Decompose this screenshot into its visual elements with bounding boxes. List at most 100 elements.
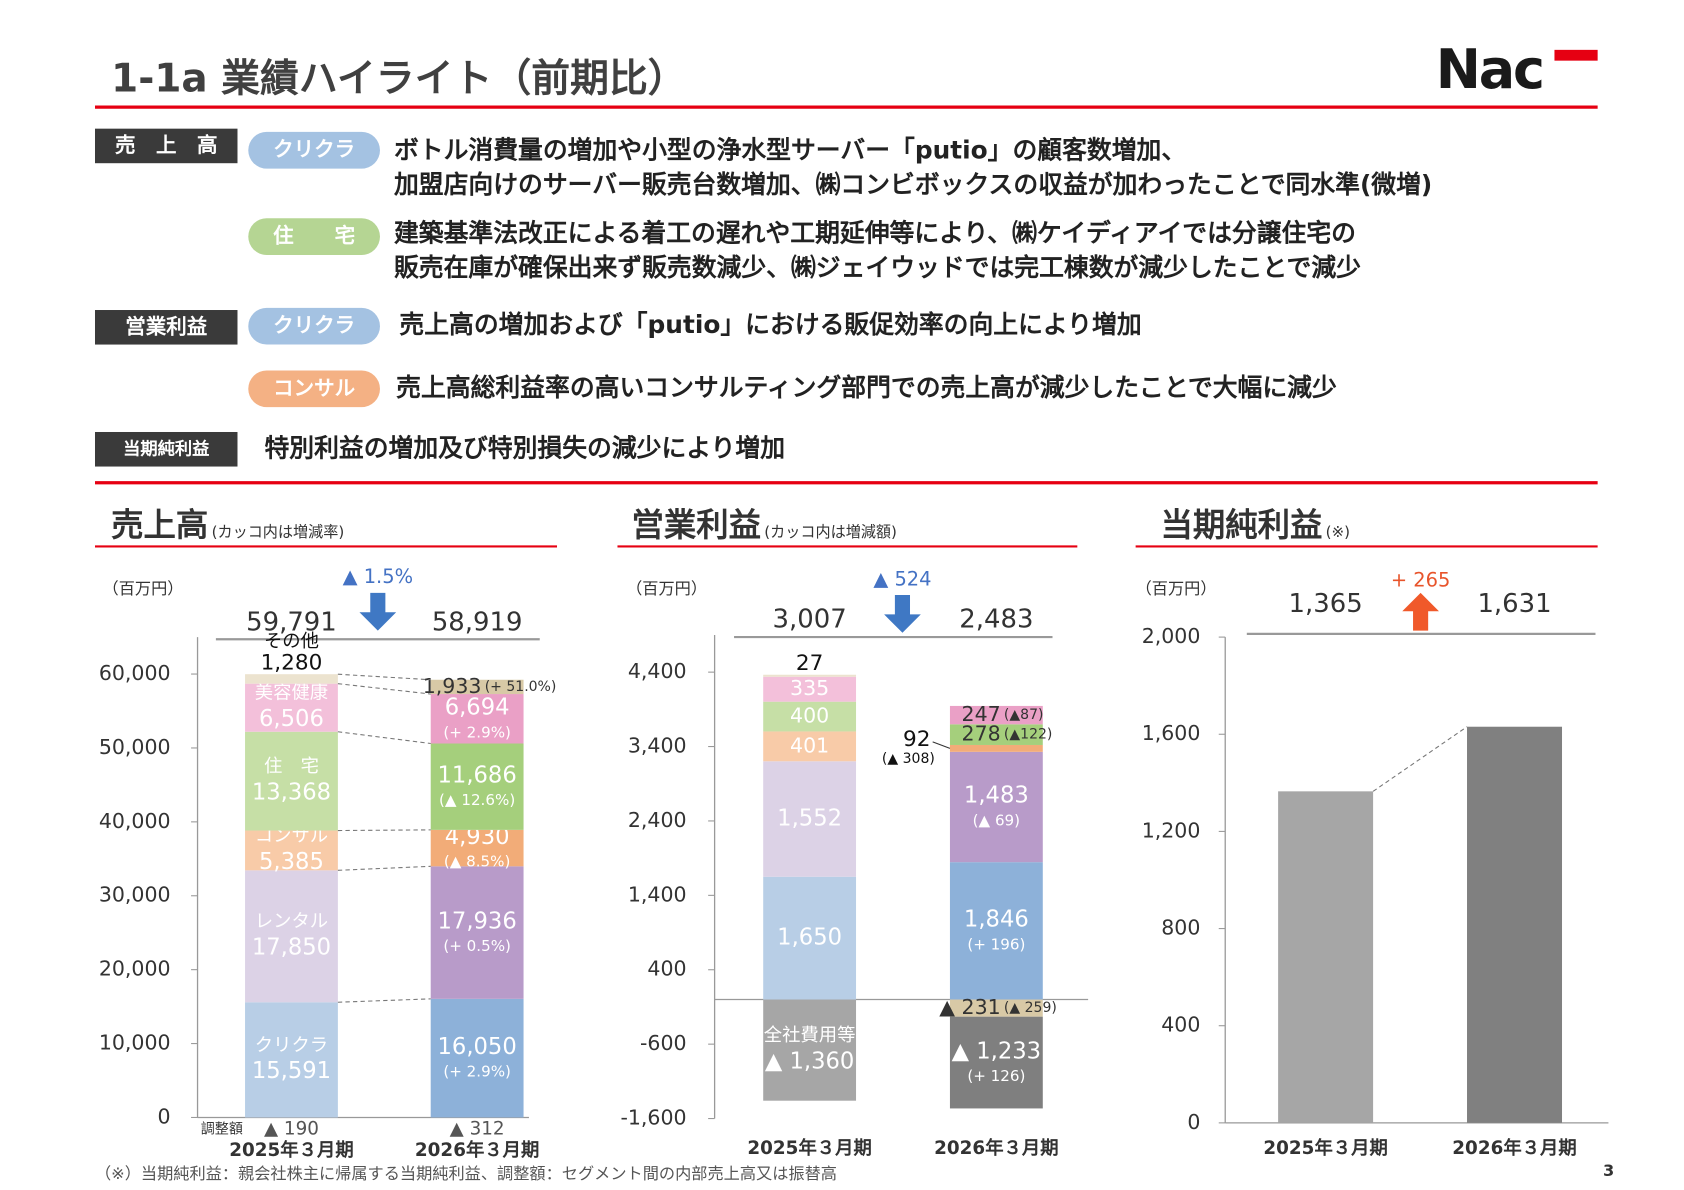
x-tick-label: 2026年３月期 bbox=[934, 1137, 1058, 1159]
bar-segment bbox=[245, 731, 338, 831]
value-label: 1,846 bbox=[964, 907, 1029, 933]
adjustment-name: 調整額 bbox=[201, 1121, 243, 1137]
y-tick-label: -1,600 bbox=[620, 1106, 686, 1130]
value-label: 17,936 bbox=[437, 908, 516, 934]
change-label: (▲ 8.5%) bbox=[444, 853, 511, 871]
connector bbox=[337, 829, 431, 832]
y-tick-label: 60,000 bbox=[99, 661, 171, 685]
value-label: 401 bbox=[790, 733, 829, 757]
change-label: (▲ 69) bbox=[973, 812, 1020, 830]
page-number: 3 bbox=[1603, 1161, 1614, 1180]
series-name: クリクラ bbox=[255, 1035, 328, 1056]
y-tick-label: 800 bbox=[1161, 916, 1200, 940]
y-tick-label: 10,000 bbox=[99, 1031, 171, 1055]
change-label: (▲ 308) bbox=[882, 751, 935, 767]
y-tick-label: -600 bbox=[640, 1031, 687, 1055]
value-label: 400 bbox=[790, 704, 829, 728]
chart-subtitle: (※) bbox=[1326, 523, 1350, 541]
value-label: 247 bbox=[962, 702, 1001, 726]
bar-segment bbox=[949, 862, 1043, 1000]
change-label: (▲87) bbox=[1004, 707, 1044, 723]
bar bbox=[1467, 726, 1563, 1123]
adjustment-value: ▲ 190 bbox=[264, 1118, 319, 1139]
value-label: 1,280 bbox=[261, 650, 323, 675]
bar bbox=[1278, 791, 1374, 1123]
series-name: 全社費用等 bbox=[764, 1025, 856, 1046]
section-label-box bbox=[94, 310, 238, 345]
change-arrow bbox=[359, 592, 397, 631]
highlight-text: 特別利益の増加及び特別損失の減少により増加 bbox=[264, 433, 785, 462]
change-label: (▲122) bbox=[1004, 727, 1052, 743]
bar-segment bbox=[763, 999, 857, 1101]
unit-label: （百万円） bbox=[626, 579, 707, 598]
y-tick-label: 4,400 bbox=[628, 659, 687, 683]
bar-segment bbox=[245, 830, 338, 871]
x-tick-label: 2025年３月期 bbox=[229, 1139, 353, 1161]
value-label: 1,483 bbox=[964, 783, 1029, 809]
tag: クリクラ bbox=[273, 313, 355, 337]
bar-segment bbox=[949, 724, 1043, 745]
value-label: 335 bbox=[790, 676, 829, 700]
bar-segment bbox=[763, 676, 857, 702]
unit-label: （百万円） bbox=[103, 579, 184, 598]
y-tick-label: 400 bbox=[647, 957, 686, 981]
highlight-text: 売上高の増加および「putio」における販促効率の向上により増加 bbox=[399, 310, 1141, 339]
chart-subtitle: (カッコ内は増減額) bbox=[764, 523, 897, 541]
y-tick-label: 20,000 bbox=[99, 957, 171, 981]
value-label: 17,850 bbox=[252, 935, 331, 961]
connector bbox=[337, 865, 431, 871]
series-name: 住 宅 bbox=[264, 756, 319, 777]
change-label: (+ 2.9%) bbox=[443, 1063, 511, 1081]
x-tick-label: 2025年３月期 bbox=[1263, 1137, 1387, 1159]
section-label: 営業利益 bbox=[125, 314, 207, 338]
value-label: 5,385 bbox=[259, 849, 324, 875]
bar-segment bbox=[430, 694, 524, 744]
value-label: 1,933 bbox=[423, 674, 482, 698]
total-label: 59,791 bbox=[246, 608, 337, 638]
section-label-box bbox=[94, 431, 238, 467]
value-label: ▲ 1,360 bbox=[765, 1048, 855, 1074]
bar-segment bbox=[430, 998, 524, 1118]
value-label: 278 bbox=[962, 722, 1001, 746]
change-label: (+ 2.9%) bbox=[443, 723, 511, 741]
connector bbox=[337, 673, 431, 681]
series-name: コンサル bbox=[255, 825, 328, 846]
value-label: 1,631 bbox=[1477, 589, 1551, 619]
series-name: 美容健康 bbox=[255, 683, 328, 704]
tag: コンサル bbox=[273, 376, 355, 400]
y-tick-label: 40,000 bbox=[99, 809, 171, 833]
connector bbox=[337, 731, 431, 745]
y-tick-label: 2,400 bbox=[628, 808, 687, 832]
tag-pill bbox=[248, 370, 380, 408]
connector bbox=[1372, 726, 1468, 792]
change-label: (+ 126) bbox=[967, 1067, 1025, 1085]
highlight-text: 売上高総利益率の高いコンサルティング部門での売上高が減少したことで大幅に減少 bbox=[396, 373, 1337, 402]
change-label: (▲ 259) bbox=[1004, 1000, 1057, 1016]
change-label: (+ 51.0%) bbox=[485, 679, 557, 695]
x-tick-label: 2026年３月期 bbox=[415, 1139, 539, 1161]
value-label: ▲ 1,233 bbox=[952, 1038, 1042, 1064]
bar-segment bbox=[763, 674, 857, 677]
y-tick-label: 1,600 bbox=[1142, 721, 1201, 745]
chart-title: 営業利益 bbox=[632, 506, 762, 544]
bar-segment bbox=[245, 870, 338, 1003]
bar-segment bbox=[430, 866, 524, 999]
unit-label: （百万円） bbox=[1136, 579, 1217, 598]
total-label: 2,483 bbox=[959, 604, 1033, 634]
logo-accent bbox=[1554, 49, 1598, 61]
bar-segment bbox=[430, 829, 524, 867]
bar-segment bbox=[763, 731, 857, 762]
bar-segment bbox=[949, 999, 1043, 1017]
value-label: 11,686 bbox=[437, 762, 516, 788]
tag: クリクラ bbox=[273, 137, 355, 161]
section-label: 当期純利益 bbox=[123, 438, 209, 459]
highlight-text: ボトル消費量の増加や小型の浄水型サーバー「putio」の顧客数増加、 bbox=[394, 135, 1186, 164]
value-label: 1,552 bbox=[777, 806, 842, 832]
total-label: 58,919 bbox=[432, 608, 523, 638]
y-tick-label: 400 bbox=[1161, 1013, 1200, 1037]
connector bbox=[337, 683, 431, 695]
tag-pill bbox=[248, 131, 380, 169]
bar-segment bbox=[430, 679, 524, 695]
